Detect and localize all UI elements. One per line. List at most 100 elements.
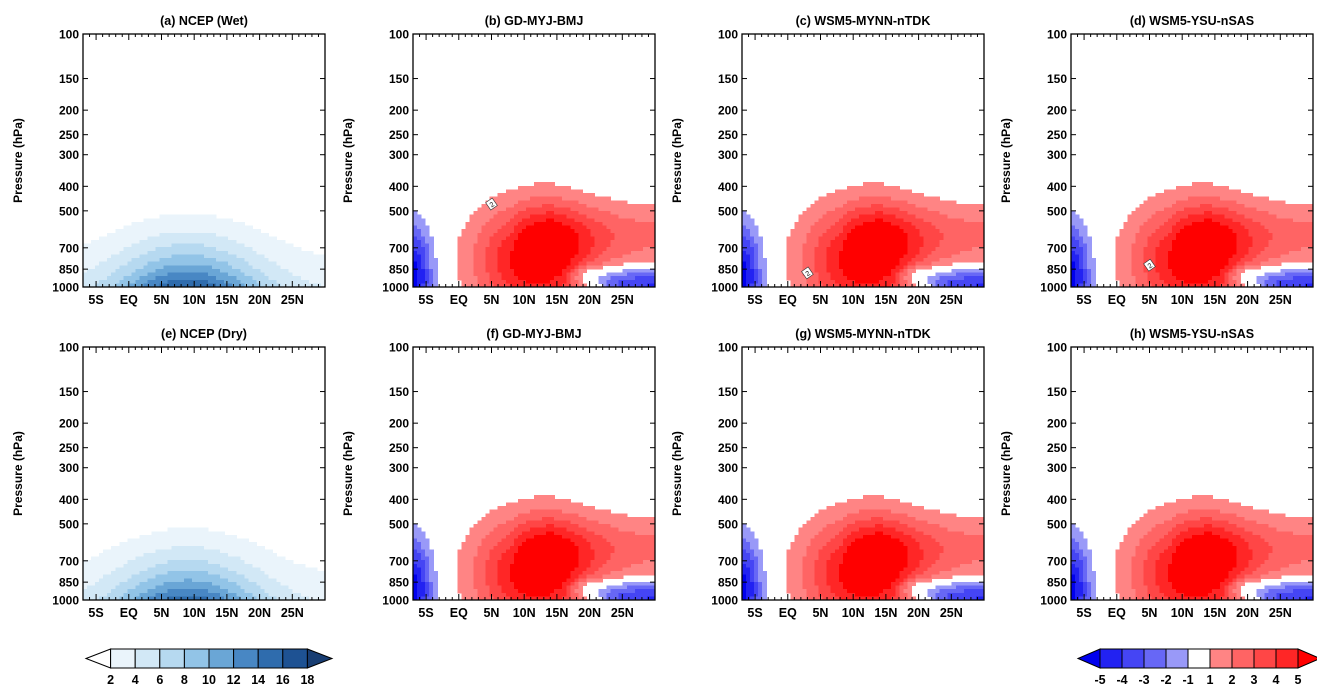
x-tick-label: 15N <box>215 606 238 620</box>
y-tick-label: 1000 <box>1040 594 1067 608</box>
y-tick-label: 100 <box>1047 341 1067 355</box>
plot-frame <box>82 33 326 288</box>
y-tick-label: 250 <box>1047 128 1067 142</box>
colorbar-box <box>1275 648 1299 669</box>
y-axis-label: Pressure (hPa) <box>999 118 1013 203</box>
panel-title: (c) WSM5-MYNN-nTDK <box>796 14 931 28</box>
y-tick-label: 1000 <box>52 594 79 608</box>
colorbar-box <box>134 648 161 669</box>
x-tick-label: 5S <box>1076 606 1091 620</box>
colorbar-box <box>183 648 210 669</box>
x-tick-label: 15N <box>215 293 238 307</box>
x-tick-label: 10N <box>1171 606 1194 620</box>
colorbar-label: 5 <box>1295 673 1302 687</box>
x-tick-label: EQ <box>1108 293 1126 307</box>
x-tick-label: 15N <box>874 606 897 620</box>
plot-frame <box>1070 33 1314 288</box>
colorbar-box <box>1209 648 1233 669</box>
x-tick-label: 10N <box>183 606 206 620</box>
y-tick-label: 100 <box>718 28 738 42</box>
panel-title: (f) GD-MYJ-BMJ <box>486 327 581 341</box>
x-tick-label: 20N <box>907 606 930 620</box>
y-tick-label: 400 <box>718 493 738 507</box>
x-tick-label: 25N <box>611 293 634 307</box>
y-tick-label: 250 <box>1047 441 1067 455</box>
x-tick-label: 5N <box>812 293 828 307</box>
x-tick-label: 20N <box>248 606 271 620</box>
colorbar-label: 16 <box>276 673 290 687</box>
y-tick-label: 1000 <box>711 594 738 608</box>
y-tick-label: 200 <box>718 417 738 431</box>
x-tick-label: 20N <box>1236 606 1259 620</box>
colorbar-box <box>233 648 259 669</box>
x-tick-label: 10N <box>842 606 865 620</box>
y-tick-label: 250 <box>59 128 79 142</box>
x-tick-label: 20N <box>578 606 601 620</box>
x-tick-label: 5S <box>88 293 103 307</box>
y-tick-label: 400 <box>718 180 738 194</box>
x-tick-label: 25N <box>940 293 963 307</box>
x-tick-label: 20N <box>907 293 930 307</box>
y-tick-label: 850 <box>1047 576 1067 590</box>
y-tick-label: 100 <box>59 28 79 42</box>
colorbar-diverging: -5 -4 -3 -2 -1 1 2 3 4 5 <box>1076 648 1317 687</box>
x-tick-label: EQ <box>450 293 468 307</box>
panel-title: (b) GD-MYJ-BMJ <box>485 14 584 28</box>
contour-fill <box>1071 495 1314 601</box>
y-tick-label: 200 <box>59 104 79 118</box>
plot-frame <box>82 346 326 601</box>
panels: (a) NCEP (Wet) 100 150 200 250 300 400 500 700 85… <box>11 14 1314 620</box>
colorbar-label: -5 <box>1094 673 1105 687</box>
panel-title: (d) WSM5-YSU-nSAS <box>1130 14 1254 28</box>
panel-h: (h) WSM5-YSU-nSAS 100 150 200 250 300 400 500 70… <box>999 327 1314 620</box>
panel-b: (b) GD-MYJ-BMJ 100 150 200 250 300 400 500 700 85… <box>341 14 656 307</box>
y-tick-label: 700 <box>1047 241 1067 255</box>
plot-frame <box>412 346 656 601</box>
colorbar-label: 1 <box>1207 673 1214 687</box>
colorbar-box <box>1231 648 1255 669</box>
y-tick-label: 850 <box>389 576 409 590</box>
colorbar-end-low <box>84 648 112 669</box>
plot-frame <box>412 33 656 288</box>
y-axis-label: Pressure (hPa) <box>670 431 684 516</box>
panel-f: (f) GD-MYJ-BMJ 100 150 200 250 300 400 500 700 85… <box>341 327 656 620</box>
contour-fill <box>742 495 985 601</box>
y-axis-label: Pressure (hPa) <box>11 118 25 203</box>
y-tick-label: 250 <box>718 441 738 455</box>
colorbar-label: 2 <box>107 673 114 687</box>
colorbar-label: 4 <box>132 673 139 687</box>
x-tick-label: 20N <box>578 293 601 307</box>
contour-label: 2 <box>485 197 498 211</box>
x-tick-label: 5S <box>88 606 103 620</box>
y-tick-label: 500 <box>718 517 738 531</box>
panel-e: (e) NCEP (Dry) 100 150 200 250 300 400 500 700 85… <box>11 327 326 620</box>
y-tick-label: 150 <box>59 385 79 399</box>
colorbar-box <box>159 648 185 669</box>
colorbars: 2 4 6 8 10 12 14 16 18 -5 -4 -3 -2 -1 1 2 3 4 5 <box>84 648 1317 687</box>
x-tick-label: 10N <box>183 293 206 307</box>
panel-title: (g) WSM5-MYNN-nTDK <box>795 327 930 341</box>
x-tick-label: 5N <box>153 606 169 620</box>
x-tick-label: 25N <box>281 293 304 307</box>
colorbar-label: -2 <box>1160 673 1171 687</box>
colorbar-box <box>110 648 136 669</box>
colorbar-label: -1 <box>1182 673 1193 687</box>
x-tick-label: 5N <box>1141 293 1157 307</box>
y-tick-label: 500 <box>389 204 409 218</box>
y-tick-label: 700 <box>1047 554 1067 568</box>
colorbar-end-high <box>306 648 334 669</box>
x-tick-label: 15N <box>545 606 568 620</box>
y-axis-label: Pressure (hPa) <box>670 118 684 203</box>
contour-fill <box>413 495 656 601</box>
x-tick-label: EQ <box>450 606 468 620</box>
y-tick-label: 200 <box>1047 417 1067 431</box>
x-tick-label: 5S <box>418 606 433 620</box>
panel-c: (c) WSM5-MYNN-nTDK 100 150 200 250 300 400 500 7… <box>670 14 985 307</box>
colorbar-end-low <box>1076 648 1101 669</box>
x-tick-label: EQ <box>779 606 797 620</box>
svg-text:2: 2 <box>805 270 812 278</box>
y-tick-label: 100 <box>389 28 409 42</box>
y-tick-label: 250 <box>718 128 738 142</box>
colorbar-label: 18 <box>300 673 314 687</box>
